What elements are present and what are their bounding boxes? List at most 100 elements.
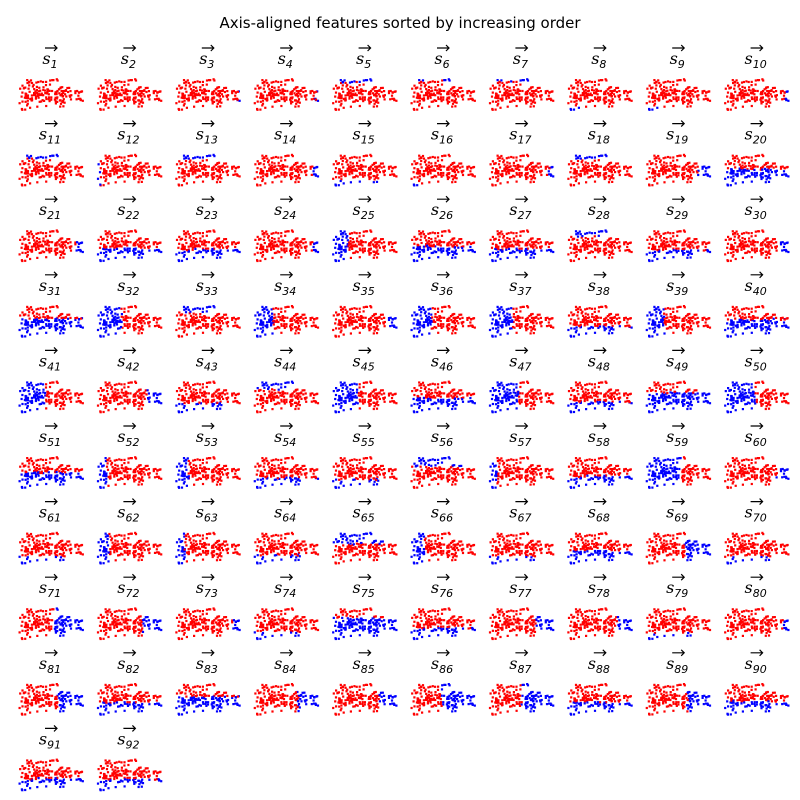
data-point — [615, 166, 618, 169]
data-point — [223, 86, 226, 90]
data-point — [152, 165, 155, 168]
data-point — [696, 241, 699, 244]
data-point — [576, 163, 579, 166]
data-point — [155, 94, 158, 97]
data-point — [189, 235, 192, 238]
data-point — [726, 95, 729, 98]
data-point — [69, 246, 72, 250]
data-point — [277, 169, 280, 172]
data-point — [498, 241, 502, 245]
panel-label-arrow — [515, 120, 529, 128]
data-point — [658, 94, 661, 97]
data-point — [749, 89, 752, 92]
data-point — [608, 162, 611, 165]
data-point — [610, 101, 613, 104]
data-point — [460, 162, 463, 165]
data-point — [114, 256, 117, 259]
data-point — [316, 99, 320, 102]
data-point — [59, 178, 63, 181]
data-point — [373, 162, 376, 165]
data-point — [382, 170, 385, 173]
data-point — [295, 90, 298, 93]
data-point — [99, 107, 102, 111]
data-point — [451, 253, 455, 257]
data-point — [454, 256, 457, 259]
data-point — [706, 98, 710, 101]
data-point — [36, 181, 39, 184]
data-point — [575, 175, 578, 178]
panel-label-arrow — [515, 44, 529, 52]
data-point — [264, 257, 267, 261]
data-point — [270, 157, 273, 160]
data-point — [341, 235, 344, 238]
data-point — [185, 166, 188, 169]
data-point — [272, 172, 275, 175]
data-point — [105, 96, 108, 99]
data-point — [42, 94, 45, 97]
data-point — [132, 174, 135, 177]
data-point — [133, 93, 137, 96]
data-point — [514, 92, 517, 95]
panel-label-index: 10 — [753, 58, 767, 71]
data-point — [429, 156, 432, 159]
data-point — [275, 100, 278, 103]
data-point — [775, 94, 778, 97]
data-point — [186, 154, 189, 158]
data-point — [114, 240, 117, 243]
data-point — [663, 88, 666, 92]
data-point — [42, 237, 45, 240]
data-point — [573, 168, 577, 171]
data-point — [108, 230, 111, 233]
data-point — [22, 87, 25, 90]
data-point — [290, 153, 294, 156]
data-point — [533, 101, 537, 104]
data-point — [540, 94, 543, 97]
data-point — [735, 154, 738, 158]
data-point — [113, 81, 116, 84]
data-point — [657, 99, 660, 102]
data-point — [234, 97, 237, 100]
data-point — [608, 99, 611, 102]
data-point — [774, 95, 777, 98]
data-point — [697, 173, 700, 177]
data-point — [412, 107, 415, 111]
data-point — [422, 175, 425, 178]
data-point — [24, 86, 27, 89]
data-point — [28, 241, 31, 245]
data-point — [123, 104, 126, 108]
data-point — [33, 239, 36, 242]
data-point — [344, 81, 347, 85]
data-point — [45, 92, 48, 95]
data-point — [755, 98, 758, 101]
data-point — [198, 94, 202, 97]
data-point — [21, 100, 24, 103]
data-point — [434, 86, 437, 89]
data-point — [509, 100, 512, 103]
data-point — [304, 171, 307, 174]
data-point — [231, 167, 234, 170]
data-point — [533, 98, 536, 101]
data-point — [570, 235, 573, 238]
data-point — [533, 177, 537, 180]
data-point — [183, 96, 186, 99]
data-point — [618, 90, 621, 93]
data-point — [272, 96, 275, 99]
data-point — [535, 164, 538, 167]
data-point — [413, 251, 416, 254]
data-point — [265, 99, 268, 102]
data-point — [727, 176, 730, 179]
subplot-panel: s11 — [18, 120, 84, 187]
panel-label-index: 18 — [596, 134, 610, 147]
data-point — [66, 86, 69, 90]
data-point — [750, 156, 753, 159]
data-point — [39, 89, 42, 92]
data-point — [521, 79, 524, 82]
data-point — [663, 91, 666, 94]
data-point — [450, 92, 453, 95]
data-point — [374, 90, 377, 93]
data-point — [423, 161, 426, 164]
data-point — [370, 79, 373, 82]
data-point — [344, 175, 347, 178]
data-point — [271, 170, 274, 173]
data-point — [682, 90, 685, 93]
